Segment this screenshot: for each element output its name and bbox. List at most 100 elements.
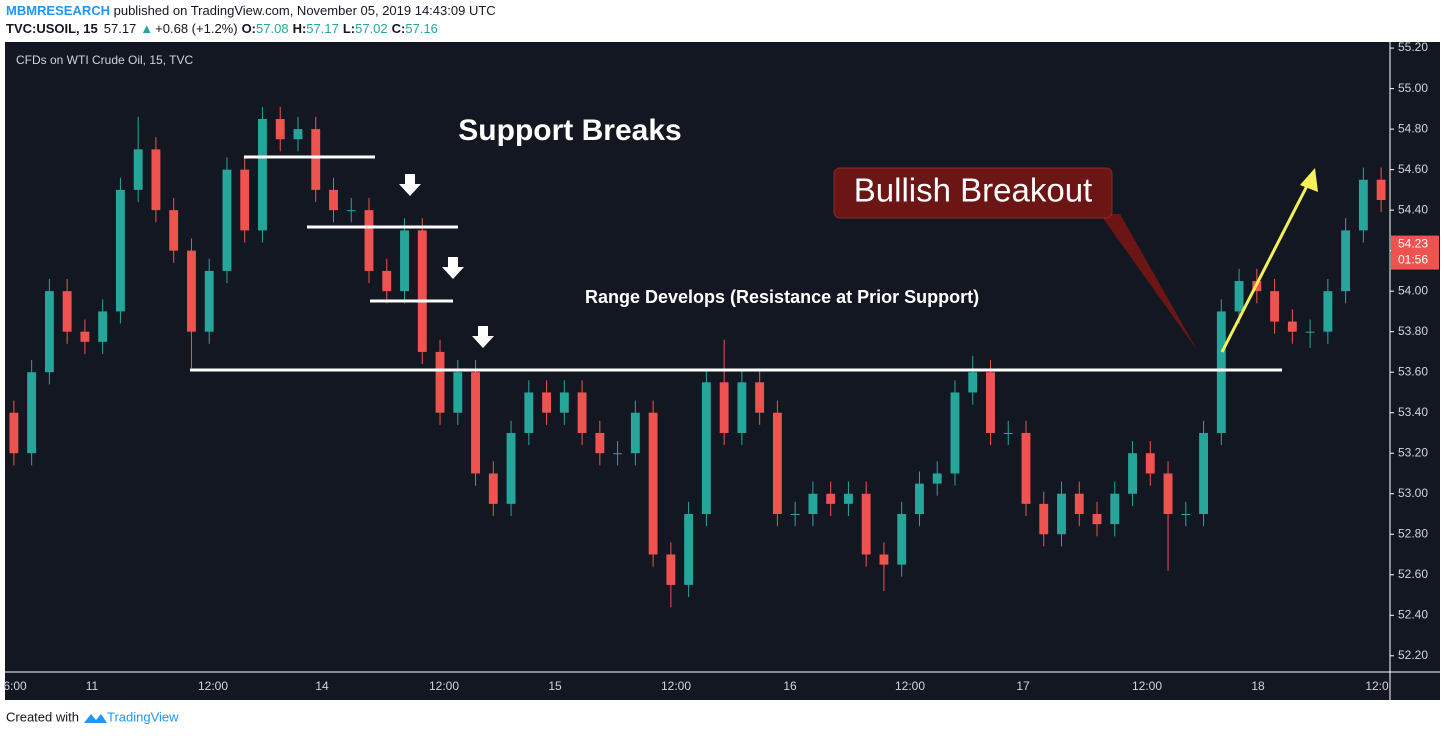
y-tick-label: 53.20 [1398, 445, 1428, 459]
down-arrow [442, 257, 464, 279]
candle-body [826, 493, 836, 504]
candle-body [27, 372, 37, 454]
y-tick-label: 54.40 [1398, 202, 1428, 216]
x-tick-label: 18 [1251, 679, 1265, 693]
candle-body [293, 129, 303, 140]
down-arrow [399, 174, 421, 196]
range-label: Range Develops (Resistance at Prior Supp… [585, 287, 979, 307]
c-label: C: [392, 21, 406, 36]
footer-bg [0, 700, 1444, 736]
y-tick-label: 54.80 [1398, 121, 1428, 135]
l-label: L: [343, 21, 355, 36]
candle-body [115, 189, 125, 312]
change: +0.68 (+1.2%) [155, 21, 237, 36]
candle-body [577, 392, 587, 433]
x-tick-label: 12:00 [895, 679, 925, 693]
candle-body [932, 473, 942, 484]
publisher[interactable]: MBMRESEARCH [6, 3, 110, 18]
x-tick-label: 14 [315, 679, 329, 693]
candle-body [133, 149, 143, 190]
candle-body [897, 513, 907, 565]
h-label: H: [293, 21, 307, 36]
candle-body [275, 118, 285, 140]
candle-body [613, 453, 623, 455]
drawings [190, 155, 1282, 372]
y-tick-label: 53.40 [1398, 405, 1428, 419]
candle-body [843, 493, 853, 504]
y-tick-label: 55.00 [1398, 81, 1428, 95]
y-tick-label: 52.80 [1398, 526, 1428, 540]
y-tick-label: 53.80 [1398, 324, 1428, 338]
candle-body [364, 210, 374, 271]
brand-logo [84, 714, 107, 723]
breakout-label: Bullish Breakout [854, 172, 1092, 209]
callout-box [833, 167, 1113, 219]
candle-body [1003, 432, 1013, 434]
candle-body [861, 493, 871, 555]
candle-body [44, 291, 54, 373]
candle-body [240, 169, 250, 231]
footer-brand[interactable]: TradingView [107, 709, 179, 724]
candle-body [9, 412, 19, 454]
x-tick-label: 12:00 [198, 679, 228, 693]
candle-body [311, 129, 321, 190]
candle-body [346, 210, 356, 212]
candle-body [1057, 493, 1066, 535]
candle-body [1287, 321, 1297, 332]
footer-created: Created with [6, 709, 79, 724]
candle-body [400, 230, 409, 292]
candle-body [1376, 179, 1386, 201]
candle-body [1145, 453, 1155, 474]
last-price-label: 54.23 [1398, 237, 1428, 251]
y-tick-label: 54.00 [1398, 283, 1428, 297]
candle-body [1128, 453, 1137, 494]
candle-body [737, 382, 747, 433]
y-tick-label: 52.20 [1398, 648, 1428, 662]
published: published on TradingView.com, November 0… [110, 3, 496, 18]
candle-body [1358, 179, 1368, 231]
candle-body [1092, 513, 1102, 525]
candle-body [542, 392, 552, 413]
candle-body [435, 351, 445, 413]
candle-body [453, 372, 463, 413]
candle-body [506, 432, 516, 504]
x-tick-label: 12:00 [1132, 679, 1162, 693]
y-tick-label: 53.00 [1398, 486, 1428, 500]
x-tick-label: 17 [1016, 679, 1030, 693]
candle-body [595, 432, 605, 454]
candle-body [488, 473, 498, 504]
x-tick-label: 15 [548, 679, 562, 693]
y-tick-label: 52.60 [1398, 567, 1428, 581]
candle-body [1039, 503, 1049, 535]
o-value: 57.08 [256, 21, 289, 36]
candle-body [701, 382, 711, 514]
candle-body [666, 554, 676, 585]
candle-body [968, 372, 978, 393]
candle-body [151, 149, 161, 211]
o-label: O: [242, 21, 256, 36]
candle-body [630, 412, 640, 454]
last-price-box [1391, 235, 1439, 270]
candle-body [169, 210, 179, 251]
candle-body [1074, 493, 1084, 514]
candle-body [915, 483, 924, 514]
x-tick-label: 6:00 [3, 679, 27, 693]
candle-body [98, 311, 108, 342]
candle-body [1163, 473, 1173, 514]
callout-pointer [1100, 214, 1197, 350]
l-value: 57.02 [355, 21, 388, 36]
header-line: MBMRESEARCH published on TradingView.com… [6, 3, 496, 18]
candle-body [1305, 331, 1315, 333]
candle-body [950, 392, 960, 474]
candle-body [559, 392, 569, 413]
candle-body [790, 513, 800, 515]
x-tick-label: 12:00 [661, 679, 691, 693]
x-tick-label: 12:0 [1365, 679, 1389, 693]
candle-body [222, 169, 232, 271]
candle-body [524, 392, 534, 433]
x-tick-label: 11 [86, 679, 99, 693]
up-arrow-shaft [1220, 179, 1312, 353]
candle-body [808, 493, 818, 514]
candle-body [1181, 513, 1191, 515]
